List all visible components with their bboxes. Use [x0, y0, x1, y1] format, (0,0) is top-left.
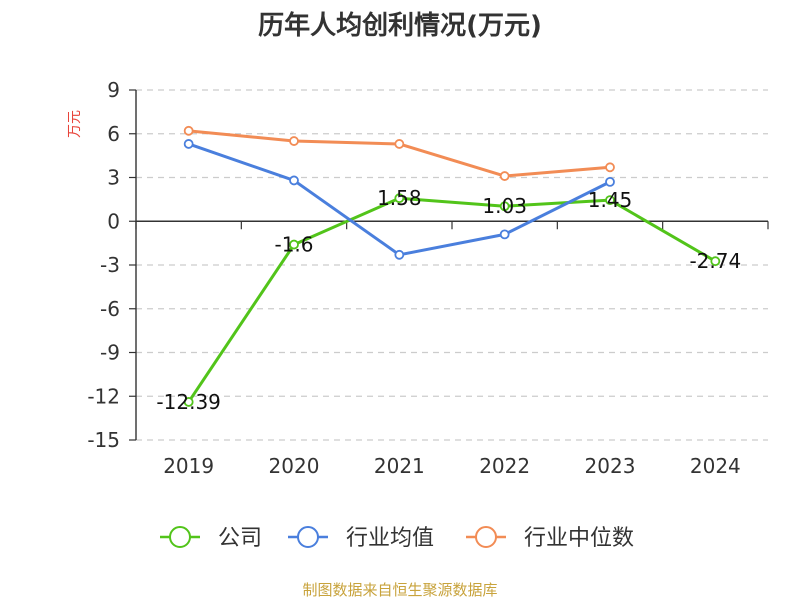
data-point — [289, 136, 299, 146]
data-point — [183, 125, 194, 136]
data-point — [183, 397, 194, 407]
data-point — [289, 175, 299, 186]
legend-marker — [169, 526, 191, 548]
x-tick-label-2021: 2021 — [374, 454, 425, 478]
grid — [136, 89, 768, 441]
legend-item-2[interactable]: 行业中位数 — [466, 526, 634, 551]
y-tick-label-3: 3 — [107, 166, 120, 190]
x-tick-label-2023: 2023 — [585, 454, 636, 478]
data-label: 1.03 — [482, 194, 527, 218]
data-point — [605, 162, 615, 173]
y-tick-label-9: 9 — [107, 78, 120, 102]
chart-title: 历年人均创利情况(万元) — [258, 10, 542, 41]
series-lines — [183, 125, 721, 407]
data-point — [183, 139, 194, 149]
y-tick-label--3: -3 — [100, 253, 120, 277]
series-line-2 — [188, 129, 611, 178]
x-tick-label-2020: 2020 — [269, 454, 320, 478]
legend-item-1[interactable]: 行业均值 — [288, 526, 434, 551]
x-tick-label-2024: 2024 — [690, 454, 741, 478]
data-labels: -12.39 -1.6 1.58 1.03 1.45 -2.74 — [156, 186, 741, 414]
x-tick-label-2019: 2019 — [163, 454, 214, 478]
source-note: 制图数据来自恒生聚源数据库 — [302, 581, 497, 599]
y-tick-label-6: 6 — [107, 122, 120, 146]
data-point — [499, 201, 510, 212]
series-line-0 — [187, 196, 717, 403]
data-label: -2.74 — [689, 249, 741, 273]
x-tick-label-2022: 2022 — [479, 454, 530, 478]
data-label: 1.58 — [377, 186, 422, 210]
data-point — [710, 256, 721, 267]
y-tick-label-0: 0 — [107, 209, 120, 233]
data-label: -12.39 — [156, 390, 220, 414]
data-label: -1.6 — [274, 233, 313, 257]
y-axis-unit: 万元 — [67, 110, 83, 138]
data-point — [605, 195, 615, 206]
data-point — [394, 139, 405, 149]
legend-marker — [297, 526, 319, 548]
data-point — [499, 229, 510, 240]
y-tick-label--6: -6 — [100, 297, 120, 321]
data-label: 1.45 — [588, 188, 633, 212]
legend-marker — [475, 526, 497, 548]
legend-label: 行业中位数 — [524, 526, 634, 551]
axes: 9 6 3 0 -3 -6 -9 -12 -15 2019 2020 2021 2022 2023 2024 — [87, 78, 769, 478]
data-point — [289, 239, 299, 250]
data-point — [605, 176, 615, 187]
legend-label: 行业均值 — [346, 526, 434, 551]
legend-item-0[interactable]: 公司 — [160, 526, 262, 551]
legend[interactable]: 公司 行业均值 行业中位数 — [160, 526, 634, 551]
legend-label: 公司 — [218, 526, 262, 551]
y-tick-label--12: -12 — [87, 384, 120, 408]
data-point — [394, 249, 405, 260]
y-tick-label--15: -15 — [87, 428, 120, 452]
y-tick-label--9: -9 — [100, 341, 120, 365]
data-point — [394, 193, 405, 204]
data-point — [499, 171, 510, 181]
